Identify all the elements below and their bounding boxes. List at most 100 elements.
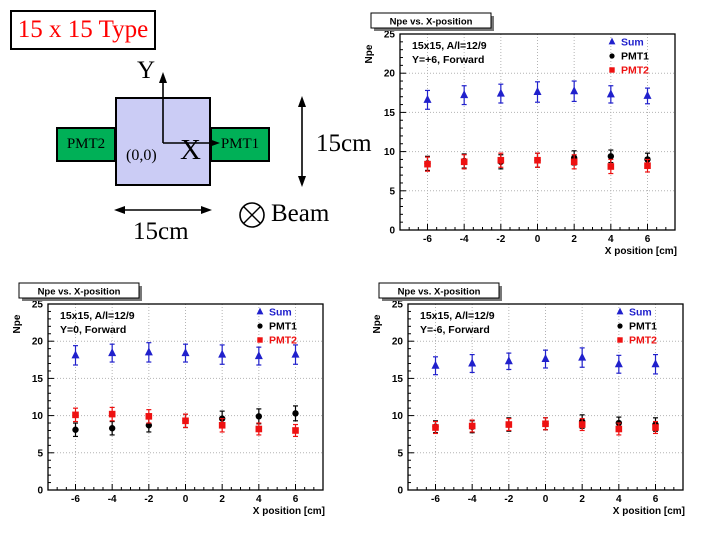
- svg-text:-6: -6: [423, 234, 432, 245]
- svg-text:10: 10: [392, 411, 404, 422]
- svg-text:0: 0: [397, 486, 403, 497]
- svg-text:2: 2: [579, 494, 585, 505]
- svg-text:5: 5: [397, 448, 403, 459]
- svg-text:6: 6: [653, 494, 659, 505]
- svg-text:20: 20: [32, 337, 44, 348]
- annotation: 15x15, A/l=12/9 Y=0, Forward: [60, 310, 135, 336]
- y-axis-title: Npe: [372, 314, 383, 333]
- npe-chart-y-0: -6 -4 -2 0 2 4 6 X position [cm] 0 5 10 15 20 25 Npe 15…: [8, 276, 358, 528]
- series-Sum: [431, 347, 660, 376]
- svg-text:-6: -6: [431, 494, 440, 505]
- svg-text:-4: -4: [460, 234, 469, 245]
- svg-text:4: 4: [608, 234, 614, 245]
- svg-text:15x15, A/l=12/9: 15x15, A/l=12/9: [60, 310, 135, 322]
- legend: Sum PMT1 PMT2: [608, 37, 649, 77]
- npe-chart-y-minus6: -6 -4 -2 0 2 4 6 X position [cm] 0 5 10 15 20 25 Npe 15…: [368, 276, 718, 528]
- svg-text:Y=+6, Forward: Y=+6, Forward: [412, 54, 484, 66]
- gridlines: [48, 304, 323, 490]
- y-axis-label: Y: [137, 57, 156, 84]
- svg-text:15x15, A/l=12/9: 15x15, A/l=12/9: [412, 40, 487, 52]
- pmt1-label: PMT1: [220, 136, 260, 152]
- svg-text:0: 0: [183, 494, 189, 505]
- svg-text:10: 10: [32, 411, 44, 422]
- legend: Sum PMT1 PMT2: [256, 307, 297, 347]
- legend: Sum PMT1 PMT2: [616, 307, 657, 347]
- svg-text:PMT2: PMT2: [629, 335, 657, 347]
- svg-text:15: 15: [392, 374, 404, 385]
- svg-text:Y=-6, Forward: Y=-6, Forward: [420, 324, 490, 336]
- y-axis-title: Npe: [364, 44, 375, 63]
- annotation: 15x15, A/l=12/9 Y=-6, Forward: [420, 310, 495, 336]
- svg-text:-6: -6: [71, 494, 80, 505]
- x-axis-title: X position [cm]: [253, 506, 325, 517]
- svg-text:2: 2: [571, 234, 577, 245]
- svg-text:Sum: Sum: [269, 307, 292, 319]
- y-axis: 0 5 10 15 20 25 Npe: [364, 30, 406, 237]
- svg-text:6: 6: [293, 494, 299, 505]
- gridlines: [408, 304, 683, 490]
- npe-chart-y-plus6: -6 -4 -2 0 2 4 6 X position [cm] 0 5 10 15 20 25 Npe 15…: [360, 6, 710, 268]
- series-PMT2: [424, 152, 651, 175]
- chart-title: Npe vs. X-position: [398, 287, 481, 298]
- svg-text:5: 5: [389, 186, 395, 197]
- svg-text:-2: -2: [496, 234, 505, 245]
- x-axis: -6 -4 -2 0 2 4 6X position [cm]: [399, 224, 677, 257]
- beam-label: Beam: [271, 200, 330, 227]
- svg-text:20: 20: [384, 69, 396, 80]
- svg-text:20: 20: [392, 337, 404, 348]
- y-axis: 0 5 10 15 20 25 Npe: [372, 300, 414, 497]
- svg-text:25: 25: [384, 30, 396, 41]
- svg-text:-4: -4: [468, 494, 477, 505]
- x-axis-title: X position [cm]: [613, 506, 685, 517]
- series-PMT2: [72, 406, 299, 438]
- series-Sum: [71, 342, 300, 366]
- width-dimension-label: 15cm: [133, 218, 189, 245]
- svg-text:4: 4: [616, 494, 622, 505]
- x-axis-title: X position [cm]: [605, 246, 677, 257]
- chart-title-box: Npe vs. X-position: [18, 282, 142, 301]
- chart-title: Npe vs. X-position: [390, 17, 473, 28]
- svg-text:-2: -2: [504, 494, 513, 505]
- svg-text:2: 2: [219, 494, 225, 505]
- svg-text:5: 5: [37, 448, 43, 459]
- x-axis: -6 -4 -2 0 2 4 6X position [cm]: [47, 484, 325, 517]
- svg-text:0: 0: [535, 234, 541, 245]
- svg-text:15: 15: [32, 374, 44, 385]
- width-dimension-arrow-icon: [114, 206, 212, 214]
- svg-text:0: 0: [543, 494, 549, 505]
- svg-text:Y=0, Forward: Y=0, Forward: [60, 324, 126, 336]
- svg-text:25: 25: [32, 300, 44, 311]
- svg-text:PMT2: PMT2: [269, 335, 297, 347]
- slide-title: 15 x 15 Type: [17, 16, 149, 43]
- y-axis-title: Npe: [12, 314, 23, 333]
- svg-text:-4: -4: [108, 494, 117, 505]
- slide-title-box: 15 x 15 Type: [10, 10, 156, 50]
- series-Sum: [423, 80, 652, 110]
- x-axis: -6 -4 -2 0 2 4 6X position [cm]: [407, 484, 685, 517]
- origin-label: (0,0): [126, 147, 157, 164]
- svg-text:25: 25: [392, 300, 404, 311]
- svg-text:15: 15: [384, 108, 396, 119]
- chart-title: Npe vs. X-position: [38, 287, 121, 298]
- y-axis: 0 5 10 15 20 25 Npe: [12, 300, 54, 497]
- svg-text:15x15, A/l=12/9: 15x15, A/l=12/9: [420, 310, 495, 322]
- annotation: 15x15, A/l=12/9 Y=+6, Forward: [412, 40, 487, 66]
- chart-title-box: Npe vs. X-position: [378, 282, 502, 301]
- pmt2-block: PMT2: [56, 127, 116, 162]
- svg-text:4: 4: [256, 494, 262, 505]
- svg-text:PMT2: PMT2: [621, 65, 649, 77]
- height-dimension-label: 15cm: [316, 130, 372, 157]
- svg-text:Sum: Sum: [621, 37, 644, 49]
- svg-text:PMT1: PMT1: [629, 321, 657, 333]
- height-dimension-arrow-icon: [298, 96, 306, 187]
- svg-text:6: 6: [645, 234, 651, 245]
- chart-title-box: Npe vs. X-position: [370, 12, 494, 31]
- svg-text:10: 10: [384, 147, 396, 158]
- gridlines: [400, 34, 675, 230]
- beam-crossed-circle-icon: [239, 202, 265, 228]
- svg-text:PMT1: PMT1: [621, 51, 649, 63]
- svg-text:-2: -2: [144, 494, 153, 505]
- series-PMT2: [432, 417, 659, 436]
- x-axis-label: X: [180, 134, 201, 166]
